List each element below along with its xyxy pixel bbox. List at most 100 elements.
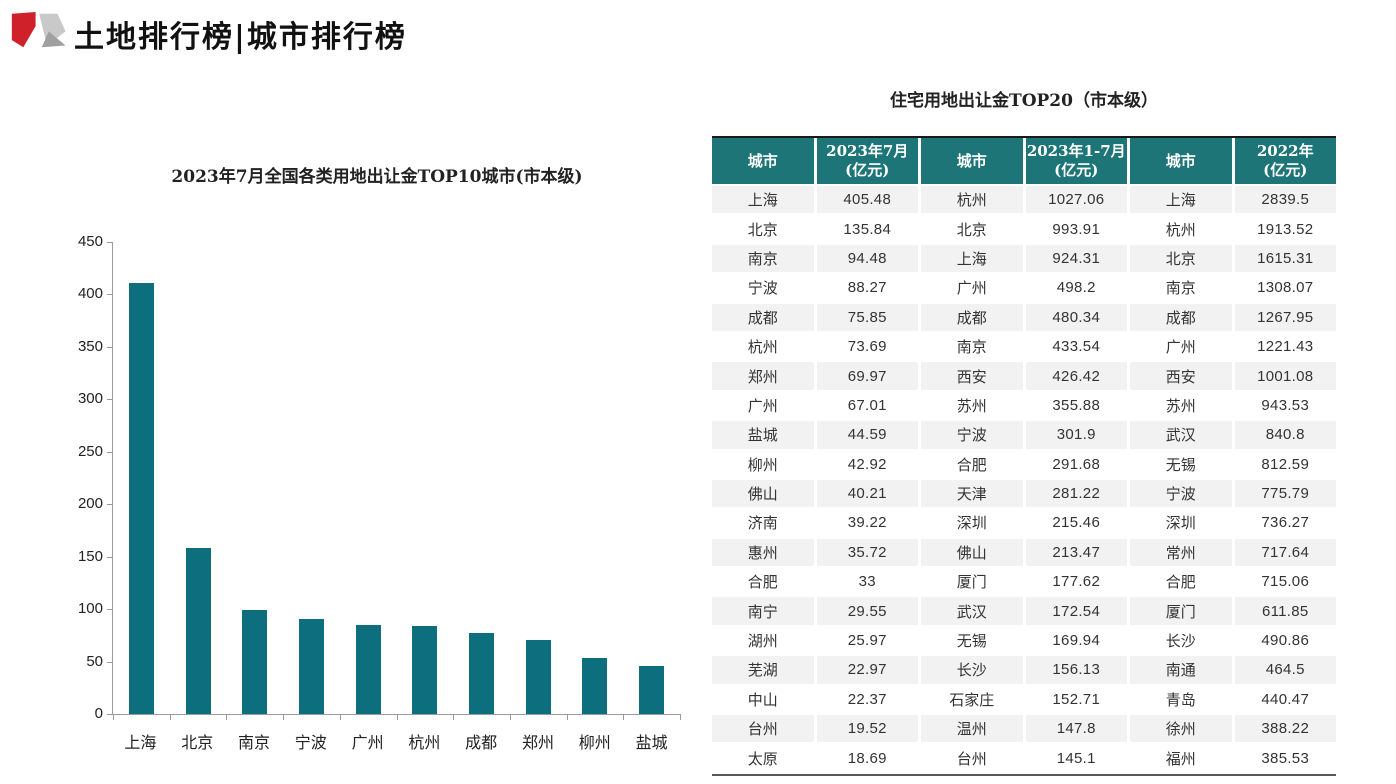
table-header-cell: 2022年 (亿元) xyxy=(1234,138,1336,184)
y-axis-tick-mark xyxy=(107,556,113,558)
logo-gray-light-shape xyxy=(39,13,66,46)
value-cell: 611.85 xyxy=(1234,597,1336,627)
city-cell: 佛山 xyxy=(921,538,1023,569)
city-cell: 广州 xyxy=(1130,333,1232,363)
y-axis-tick-label: 150 xyxy=(77,547,103,565)
value-cell: 25.97 xyxy=(816,627,918,657)
brand-logo-icon xyxy=(11,12,66,48)
bar-chart: 2023年7月全国各类用地出让金TOP10城市(市本级) 450 400 350 30… xyxy=(66,156,688,753)
city-cell: 台州 xyxy=(921,744,1023,774)
value-cell: 385.53 xyxy=(1234,744,1336,774)
value-cell: 490.86 xyxy=(1234,627,1336,657)
city-cell: 合肥 xyxy=(1130,568,1232,598)
ranking-table: 城市 2023年7月 (亿元) 城市 2023年1-7月 (亿元) 城市 2022年 (亿… xyxy=(712,136,1336,776)
table-row: 北京 135.84 北京 993.91 杭州 1913.52 xyxy=(712,215,1336,245)
chart-plot-area: 450 400 350 300 250 200 150 100 50 0 xyxy=(78,234,681,722)
ranking-table-header: 城市 2023年7月 (亿元) 城市 2023年1-7月 (亿元) 城市 2022年 (亿… xyxy=(712,138,1336,184)
value-cell: 1001.08 xyxy=(1234,362,1336,392)
value-cell: 94.48 xyxy=(816,244,918,275)
city-cell: 北京 xyxy=(921,215,1023,245)
bar xyxy=(639,665,665,714)
bar-slot xyxy=(340,242,397,714)
value-cell: 1267.95 xyxy=(1234,303,1336,333)
x-axis-label: 成都 xyxy=(465,733,498,752)
bar xyxy=(355,624,381,714)
table-row: 惠州 35.72 佛山 213.47 常州 717.64 xyxy=(712,538,1336,569)
city-cell: 太原 xyxy=(712,744,814,774)
value-cell: 40.21 xyxy=(816,479,918,510)
ranking-table-section: 住宅用地出让金TOP20（市本级） 城市 2023年7月 (亿元) 城市 2023年1… xyxy=(712,86,1336,776)
value-cell: 498.2 xyxy=(1025,274,1127,304)
table-row: 湖州 25.97 无锡 169.94 长沙 490.86 xyxy=(712,627,1336,657)
table-row: 芜湖 22.97 长沙 156.13 南通 464.5 xyxy=(712,656,1336,686)
bar xyxy=(242,610,268,714)
value-cell: 433.54 xyxy=(1025,333,1127,363)
bar xyxy=(525,639,551,714)
city-cell: 合肥 xyxy=(921,451,1023,480)
value-cell: 135.84 xyxy=(816,215,918,245)
value-cell: 464.5 xyxy=(1234,656,1336,686)
city-cell: 南通 xyxy=(1130,656,1232,686)
city-cell: 长沙 xyxy=(1130,627,1232,657)
table-row: 宁波 88.27 广州 498.2 南京 1308.07 xyxy=(712,274,1336,304)
value-cell: 18.69 xyxy=(816,744,918,774)
city-cell: 南京 xyxy=(712,244,814,275)
value-cell: 67.01 xyxy=(816,392,918,422)
table-row: 南宁 29.55 武汉 172.54 厦门 611.85 xyxy=(712,597,1336,627)
value-cell: 2839.5 xyxy=(1234,186,1336,216)
city-cell: 厦门 xyxy=(1130,597,1232,627)
value-cell: 213.47 xyxy=(1025,538,1127,569)
city-cell: 上海 xyxy=(921,244,1023,275)
city-cell: 无锡 xyxy=(921,627,1023,657)
city-cell: 佛山 xyxy=(712,479,814,510)
city-cell: 南京 xyxy=(921,333,1023,363)
y-axis-tick-mark xyxy=(107,504,113,506)
y-axis-tick-label: 350 xyxy=(77,337,103,355)
bar-slot xyxy=(567,242,624,714)
y-axis-tick-mark xyxy=(107,714,113,715)
table-header-cell: 城市 xyxy=(712,138,814,184)
x-axis-tick-mark xyxy=(339,714,341,720)
table-row: 佛山 40.21 天津 281.22 宁波 775.79 xyxy=(712,479,1336,510)
x-axis-tick-mark xyxy=(169,714,171,720)
table-header-cell: 2023年1-7月 (亿元) xyxy=(1025,138,1127,184)
value-cell: 177.62 xyxy=(1025,568,1127,598)
city-cell: 上海 xyxy=(712,186,814,216)
city-cell: 徐州 xyxy=(1130,715,1232,745)
value-cell: 19.52 xyxy=(816,715,918,745)
value-cell: 426.42 xyxy=(1025,362,1127,392)
page-title: 土地排行榜|城市排行榜 xyxy=(74,20,407,55)
x-axis-label: 柳州 xyxy=(578,733,611,752)
value-cell: 69.97 xyxy=(816,362,918,392)
city-cell: 成都 xyxy=(712,303,814,333)
table-row: 合肥 33 厦门 177.62 合肥 715.06 xyxy=(712,568,1336,598)
x-axis-label: 南京 xyxy=(237,733,270,752)
bar-slot xyxy=(397,242,454,714)
x-axis-tick-mark xyxy=(226,714,228,720)
value-cell: 405.48 xyxy=(816,186,918,216)
bar xyxy=(469,633,495,714)
table-title: 住宅用地出让金TOP20（市本级） xyxy=(890,91,1158,111)
chart-title: 2023年7月全国各类用地出让金TOP10城市(市本级) xyxy=(171,167,583,187)
y-axis-tick-mark xyxy=(107,242,113,243)
bar-slot xyxy=(510,242,567,714)
value-cell: 480.34 xyxy=(1025,303,1127,333)
city-cell: 苏州 xyxy=(921,392,1023,422)
y-axis-tick-label: 450 xyxy=(77,233,103,250)
value-cell: 355.88 xyxy=(1025,392,1127,422)
city-cell: 西安 xyxy=(921,362,1023,392)
city-cell: 中山 xyxy=(712,686,814,716)
table-row: 成都 75.85 成都 480.34 成都 1267.95 xyxy=(712,303,1336,333)
value-cell: 840.8 xyxy=(1234,421,1336,451)
city-cell: 北京 xyxy=(1130,244,1232,275)
x-axis-tick-mark xyxy=(283,714,285,720)
value-cell: 1027.06 xyxy=(1025,186,1127,216)
city-cell: 常州 xyxy=(1130,538,1232,569)
value-cell: 145.1 xyxy=(1025,744,1127,774)
value-cell: 301.9 xyxy=(1025,421,1127,451)
city-cell: 郑州 xyxy=(712,362,814,392)
value-cell: 1913.52 xyxy=(1234,215,1336,245)
ranking-table-body: 上海 405.48 杭州 1027.06 上海 2839.5 北京 135.84 北京 993.9… xyxy=(712,186,1336,774)
city-cell: 成都 xyxy=(1130,303,1232,333)
x-axis-label: 北京 xyxy=(181,733,214,752)
